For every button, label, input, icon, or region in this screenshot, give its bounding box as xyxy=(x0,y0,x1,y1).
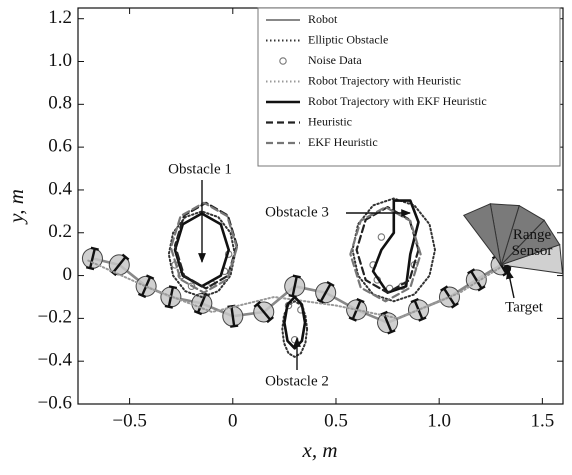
annotation: Obstacle 2 xyxy=(265,373,329,389)
y-tick-label: 1.2 xyxy=(48,7,72,28)
robot-glyph xyxy=(222,304,244,328)
x-tick-label: 1.5 xyxy=(530,410,554,431)
robot-axle xyxy=(112,256,127,274)
y-tick-label: −0.6 xyxy=(38,392,72,413)
robot-wheel xyxy=(230,324,239,328)
y-tick-label: 0.8 xyxy=(48,93,72,114)
x-tick-label: 0.5 xyxy=(324,410,348,431)
robot-wheel xyxy=(121,253,130,261)
legend-marker xyxy=(279,57,287,65)
robot-wheel xyxy=(137,292,147,299)
x-axis-label: x, m xyxy=(302,438,338,462)
robot-wheel xyxy=(477,285,486,292)
legend-label: Robot Trajectory with EKF Heuristic xyxy=(308,94,487,108)
robot-glyph xyxy=(465,268,487,292)
sensor-sector xyxy=(462,203,502,266)
legend-label: Robot xyxy=(308,12,338,26)
y-axis-label: y, m xyxy=(4,189,28,225)
robot-wheel xyxy=(356,297,365,304)
robot-glyph xyxy=(284,274,306,299)
y-tick-label: −0.4 xyxy=(38,350,73,371)
robot-wheel xyxy=(418,316,427,322)
y-tick-label: −0.2 xyxy=(38,307,72,328)
robot-wheel xyxy=(90,246,99,251)
robot-wheel xyxy=(387,329,396,335)
legend: Robot Elliptic Obstacle Noise Data Robot Tr… xyxy=(257,7,561,167)
robot-wheel xyxy=(450,302,459,309)
x-tick-label: 1.0 xyxy=(427,410,451,431)
legend-label: Robot Trajectory with Heuristic xyxy=(308,73,461,87)
robot-axle xyxy=(256,303,272,321)
robot-glyph xyxy=(315,280,337,305)
y-tick-label: 0.6 xyxy=(48,135,72,156)
legend-label: Heuristic xyxy=(308,114,352,128)
robot-axle xyxy=(196,293,207,314)
robot-axle xyxy=(230,306,236,327)
robot-glyph xyxy=(253,300,275,324)
noise-point xyxy=(377,233,386,241)
robot-wheel xyxy=(266,316,274,324)
legend-box xyxy=(257,7,561,167)
annotation: Obstacle 1 xyxy=(168,161,232,177)
series-line xyxy=(87,259,503,320)
robot-wheel xyxy=(326,280,335,287)
robot-wheel xyxy=(440,285,449,292)
robot-glyph xyxy=(108,253,130,277)
annotation-arrow xyxy=(506,269,515,299)
y-tick-label: 0 xyxy=(63,264,73,285)
robot-wheel xyxy=(164,304,174,309)
robot-axle xyxy=(291,276,298,297)
robot-wheel xyxy=(292,274,301,279)
x-tick-label: −0.5 xyxy=(112,410,146,431)
robot-wheel xyxy=(410,297,419,304)
annotation: Range Sensor xyxy=(512,227,553,259)
legend-label: EKF Heuristic xyxy=(308,135,378,149)
annotation-line: Range xyxy=(513,227,552,243)
robot-wheel xyxy=(253,300,262,308)
y-tick-label: 1.0 xyxy=(48,50,72,71)
x-tick-label: 0 xyxy=(228,410,238,431)
robot-wheel xyxy=(348,316,357,322)
y-tick-label: 0.4 xyxy=(48,178,72,199)
robot-wheel xyxy=(145,274,155,280)
annotation-line: Sensor xyxy=(512,243,553,259)
robot-wheel xyxy=(168,285,178,290)
target xyxy=(503,264,512,273)
robot-axle xyxy=(382,312,393,333)
legend-label: Noise Data xyxy=(308,53,362,67)
robot-axle xyxy=(470,270,483,290)
robot-wheel xyxy=(467,268,476,275)
robot-wheel xyxy=(85,266,95,271)
legend-label: Elliptic Obstacle xyxy=(308,32,388,46)
annotation: Obstacle 3 xyxy=(265,204,329,220)
y-tick-label: 0.2 xyxy=(48,221,72,242)
robot-glyph xyxy=(81,246,103,271)
robot-wheel xyxy=(379,310,388,317)
robot-wheel xyxy=(193,309,203,316)
robot-axle xyxy=(319,283,332,303)
annotation: Target xyxy=(505,299,544,315)
robot-axle xyxy=(88,248,96,269)
plot-area xyxy=(81,197,563,358)
robot-wheel xyxy=(316,298,325,305)
